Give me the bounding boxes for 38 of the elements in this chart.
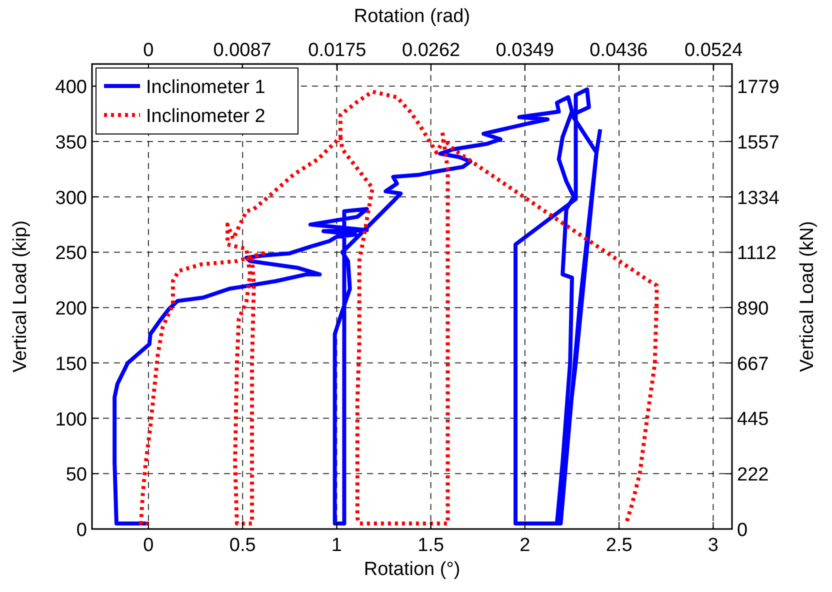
legend-label: Inclinometer 1: [146, 77, 266, 98]
y2-tick-label: 0: [737, 520, 748, 541]
y-axis-title: Vertical Load (kip): [10, 220, 31, 373]
x2-tick-label: 0.0436: [590, 40, 648, 61]
y2-axis-title: Vertical Load (kN): [797, 220, 818, 372]
y-tick-label: 0: [76, 520, 87, 541]
y-tick-label: 250: [55, 243, 87, 264]
x-tick-label: 2: [520, 535, 530, 556]
x-tick-label: 0: [143, 535, 154, 556]
legend-label: Inclinometer 2: [146, 106, 266, 127]
y-tick-label: 100: [55, 409, 87, 430]
x-tick-label: 2.5: [606, 535, 632, 556]
y-tick-label: 200: [55, 298, 87, 320]
x2-tick-label: 0.0524: [684, 40, 744, 61]
x2-tick-label: 0.0087: [213, 40, 272, 61]
y2-tick-label: 1334: [737, 188, 780, 209]
x-axis-title: Rotation (°): [364, 559, 460, 580]
x-tick-label: 1.5: [418, 535, 444, 556]
y2-tick-label: 1779: [737, 77, 780, 98]
y2-tick-label: 890: [737, 298, 769, 320]
x2-tick-label: 0.0349: [496, 40, 554, 61]
y-tick-label: 350: [55, 132, 87, 154]
x-tick-label: 0.5: [229, 535, 256, 556]
x2-tick-label: 0: [143, 40, 154, 61]
y-tick-label: 400: [55, 77, 87, 98]
x-tick-label: 3: [708, 535, 718, 556]
y-tick-label: 50: [66, 464, 87, 486]
y2-tick-label: 1112: [737, 243, 776, 264]
x2-axis-title: Rotation (rad): [354, 6, 470, 27]
x2-tick-label: 0.0262: [402, 40, 460, 61]
y-tick-label: 300: [55, 188, 87, 209]
y2-tick-label: 445: [737, 409, 769, 430]
x2-tick-label: 0.0175: [308, 40, 366, 61]
y2-tick-label: 667: [737, 354, 769, 375]
y2-tick-label: 1557: [737, 132, 780, 154]
y2-tick-label: 222: [737, 464, 769, 486]
x-tick-label: 1: [331, 535, 342, 556]
y-tick-label: 150: [55, 354, 87, 375]
